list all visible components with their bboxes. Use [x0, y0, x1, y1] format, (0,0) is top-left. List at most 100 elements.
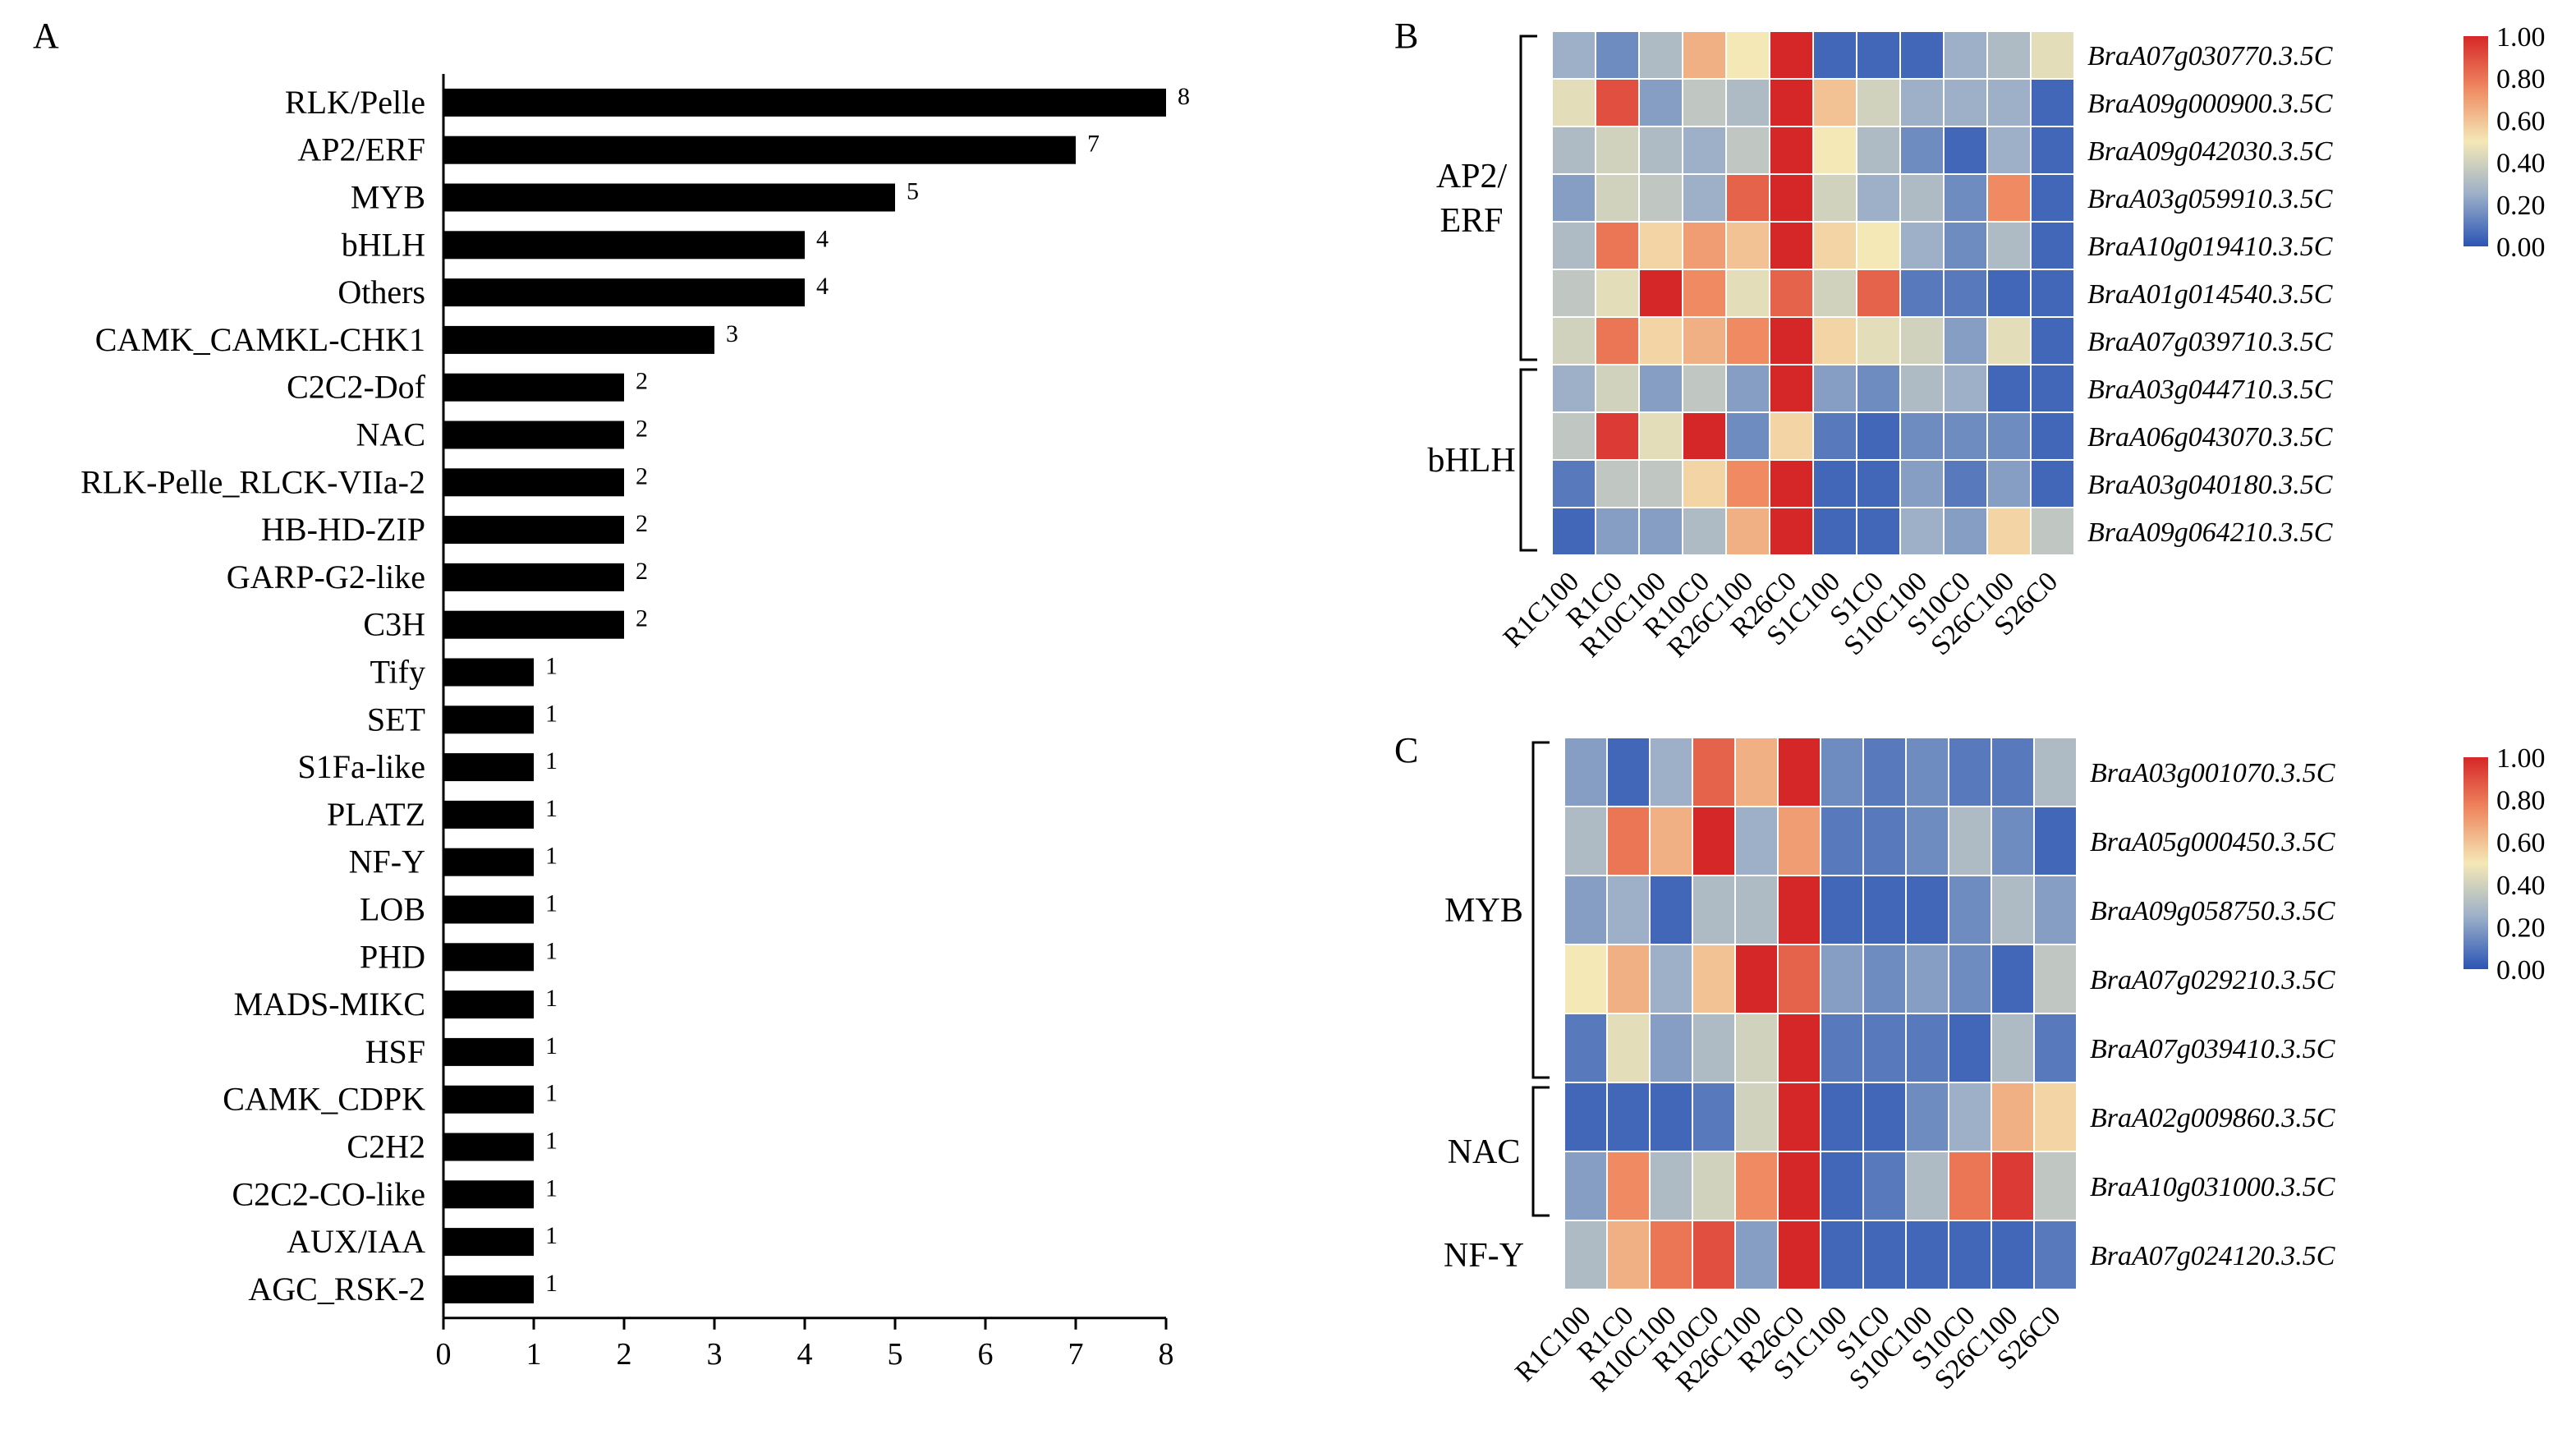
heatmap-cell	[1812, 173, 1857, 223]
heatmap-cell	[1812, 269, 1857, 318]
heatmap-cell	[2030, 364, 2075, 413]
heatmap-cell	[1820, 806, 1864, 876]
heatmap-cell	[1725, 364, 1770, 413]
bar-5	[443, 325, 714, 354]
category-label: MADS-MIKC	[234, 986, 425, 1023]
heatmap-cell	[1948, 1013, 1992, 1083]
heatmap-cell	[1856, 173, 1901, 223]
heatmap-cell	[2033, 737, 2078, 807]
bar-22	[443, 1133, 534, 1161]
gene-label: BraA09g000900.3.5C	[2087, 89, 2333, 119]
heatmap-cell	[1986, 78, 2032, 127]
heatmap-cell	[1734, 1151, 1779, 1221]
category-label: LOB	[360, 891, 425, 928]
bar-value-label: 2	[636, 605, 648, 632]
heatmap-cell	[1725, 459, 1770, 508]
heatmap-cell	[1991, 1220, 2035, 1290]
heatmap-cell	[1991, 806, 2035, 876]
category-label: GARP-G2-like	[227, 558, 425, 595]
heatmap-cell	[1905, 1013, 1949, 1083]
heatmap-cell	[1649, 1151, 1693, 1221]
group-label: bHLH	[1427, 442, 1515, 480]
colorbar-tick-label: 0.00	[2496, 955, 2546, 986]
heatmap-cell	[1725, 411, 1770, 461]
heatmap-cell	[1943, 221, 1988, 270]
heatmap-cell	[1638, 30, 1683, 80]
heatmap-cell	[2030, 507, 2075, 556]
heatmap-cell	[1862, 1082, 1907, 1152]
heatmap-cell	[1734, 737, 1779, 807]
x-tick-label: 7	[1068, 1337, 1084, 1372]
x-tick-label: 6	[978, 1337, 994, 1372]
bar-6	[443, 373, 624, 402]
category-label: Others	[337, 273, 425, 310]
category-label: C2C2-CO-like	[232, 1175, 425, 1212]
bar-value-label: 4	[816, 225, 829, 252]
gene-label: BraA09g058750.3.5C	[2090, 896, 2335, 926]
bar-12	[443, 658, 534, 687]
heatmap-cell	[1812, 459, 1857, 508]
bar-value-label: 5	[907, 178, 919, 205]
bar-chart: RLK/Pelle 8 AP2/ERF 7 MYB 5 bHLH 4 Others 4 CAMK_C…	[80, 74, 1190, 1372]
heatmap-cell	[1948, 1151, 1992, 1221]
group-bracket	[1531, 1086, 1550, 1217]
heatmap-cell	[2030, 173, 2075, 223]
heatmap-cell	[2030, 30, 2075, 80]
heatmap-cell	[2030, 126, 2075, 175]
heatmap-cell	[1769, 30, 1814, 80]
heatmap-cell	[1812, 221, 1857, 270]
heatmap-cell	[1899, 269, 1945, 318]
heatmap-cell	[2033, 1082, 2078, 1152]
heatmap-cell	[1769, 78, 1814, 127]
gene-label: BraA03g044710.3.5C	[2087, 375, 2333, 405]
heatmap-cell	[1725, 78, 1770, 127]
heatmap-cell	[1905, 1151, 1949, 1221]
heatmap-cell	[1856, 459, 1901, 508]
group-bracket	[1519, 34, 1537, 361]
bar-14	[443, 753, 534, 782]
heatmap-cell	[2033, 1220, 2078, 1290]
colorbar-tick-label: 0.40	[2496, 871, 2546, 901]
heatmap-cell	[2030, 411, 2075, 461]
heatmap-cell	[1769, 364, 1814, 413]
heatmap-cell	[1595, 269, 1640, 318]
heatmap-cell	[1856, 507, 1901, 556]
heatmap-cell	[1769, 269, 1814, 318]
heatmap-cell	[1905, 806, 1949, 876]
heatmap-cell	[1856, 316, 1901, 365]
gene-label: BraA07g030770.3.5C	[2087, 41, 2333, 71]
heatmap-cell	[1734, 875, 1779, 945]
gene-label: BraA01g014540.3.5C	[2087, 279, 2333, 310]
heatmap-cell	[1948, 875, 1992, 945]
heatmap-cell	[1606, 1220, 1651, 1290]
category-label: CAMK_CAMKL-CHK1	[95, 321, 425, 358]
heatmap-cell	[1564, 1013, 1608, 1083]
heatmap-cell	[1682, 221, 1727, 270]
gene-label: BraA07g039410.3.5C	[2090, 1034, 2335, 1064]
colorbar-tick-label: 1.00	[2496, 22, 2546, 53]
heatmap-cell	[1820, 875, 1864, 945]
bar-value-label: 1	[545, 653, 558, 680]
heatmap-cell	[1991, 1151, 2035, 1221]
colorbar-gradient	[2464, 757, 2488, 969]
heatmap-cell	[1649, 1220, 1693, 1290]
heatmap-cell	[1595, 411, 1640, 461]
group-label: ERF	[1440, 202, 1503, 240]
bar-value-label: 1	[545, 1174, 558, 1202]
bar-17	[443, 895, 534, 924]
gene-label: BraA10g031000.3.5C	[2090, 1172, 2335, 1202]
bar-value-label: 1	[545, 843, 558, 870]
heatmap-cell	[1862, 737, 1907, 807]
heatmap-cell	[1777, 1013, 1821, 1083]
colorbar-tick-label: 0.40	[2496, 149, 2546, 179]
heatmap-cell	[1820, 1220, 1864, 1290]
heatmap-cell	[2033, 875, 2078, 945]
bar-8	[443, 468, 624, 497]
heatmap-cell	[1682, 316, 1727, 365]
heatmap-cell	[1986, 30, 2032, 80]
x-tick-label: 0	[436, 1337, 452, 1372]
heatmap-cell	[1564, 944, 1608, 1014]
heatmap-cell	[1812, 507, 1857, 556]
gene-label: BraA07g029210.3.5C	[2090, 965, 2335, 995]
gene-label: BraA02g009860.3.5C	[2090, 1103, 2335, 1133]
